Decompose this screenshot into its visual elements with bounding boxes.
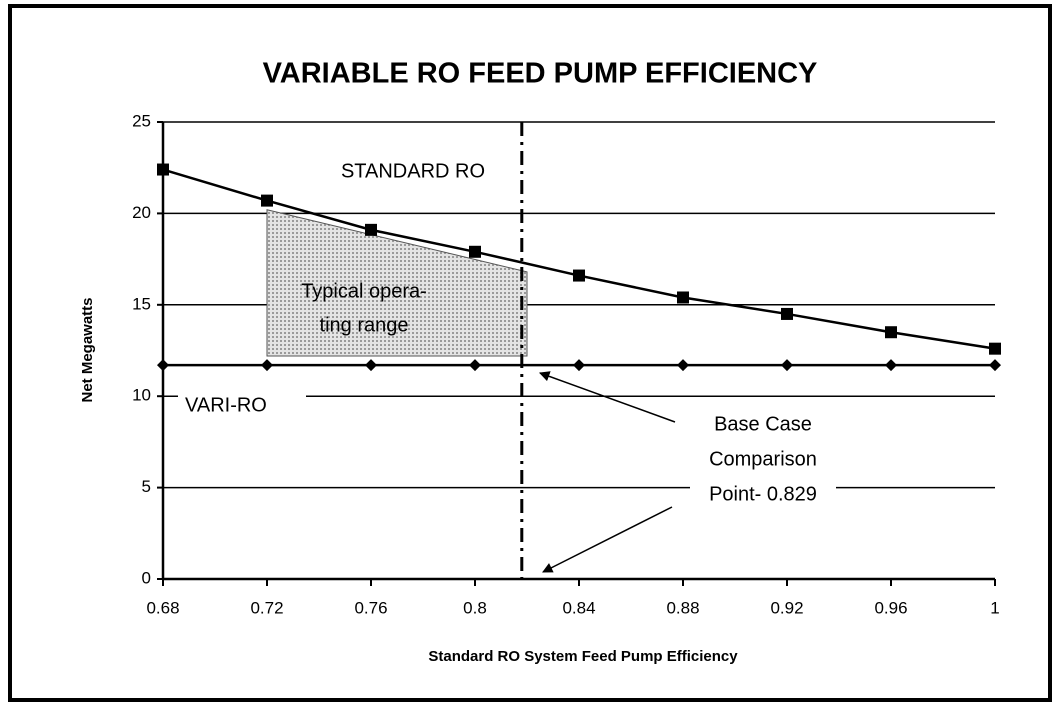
x-tick-label: 0.76 [354, 598, 387, 617]
marker [989, 342, 1001, 355]
marker [157, 163, 169, 176]
x-tick-label: 0.68 [146, 598, 179, 617]
label-bg [178, 392, 306, 418]
marker [261, 359, 273, 372]
annotation: Base Case [714, 413, 812, 435]
x-tick-label: 0.96 [874, 598, 907, 617]
y-axis-label: Net Megawatts [79, 297, 96, 402]
marker [677, 359, 689, 372]
x-axis-label: Standard RO System Feed Pump Efficiency [428, 648, 738, 665]
marker [573, 269, 585, 282]
region-label: ting range [320, 314, 409, 336]
region-label: Typical opera- [301, 280, 427, 302]
marker [365, 359, 377, 372]
frame [8, 4, 1052, 702]
marker [989, 359, 1001, 372]
y-tick-label: 5 [142, 477, 151, 496]
annotation: Point- 0.829 [709, 483, 817, 505]
annotation: Comparison [709, 448, 817, 470]
shaded-region [266, 209, 528, 357]
y-tick-label: 10 [132, 386, 151, 405]
plot-area: 0 5 10 15 20 25 0.68 0.72 0.76 0.8 0.84 0.88 0.92 0.9… [132, 111, 1001, 617]
marker [365, 223, 377, 236]
marker [781, 359, 793, 372]
y-tick-label: 15 [132, 294, 151, 313]
chart-title: VARIABLE RO FEED PUMP EFFICIENCY [263, 58, 818, 90]
x-tick-label: 0.92 [770, 598, 803, 617]
x-tick-label: 0.72 [250, 598, 283, 617]
marker [469, 359, 481, 372]
marker [677, 291, 689, 304]
y-tick-label: 25 [132, 111, 151, 130]
marker [885, 359, 897, 372]
arrow [539, 371, 676, 423]
arrow [542, 506, 673, 573]
series-label: STANDARD RO [341, 160, 485, 182]
marker [781, 307, 793, 320]
marker [573, 359, 585, 372]
series-label: VARI-RO [185, 394, 267, 416]
marker [469, 245, 481, 258]
x-tick-label: 0.88 [666, 598, 699, 617]
y-tick-label: 0 [142, 568, 151, 587]
y-tick-label: 20 [132, 203, 151, 222]
x-tick-label: 0.84 [562, 598, 595, 617]
x-tick-label: 0.8 [463, 598, 487, 617]
marker [885, 326, 897, 339]
marker [157, 359, 169, 372]
x-tick-label: 1 [990, 598, 999, 617]
label-bg [690, 480, 836, 508]
marker [261, 194, 273, 207]
